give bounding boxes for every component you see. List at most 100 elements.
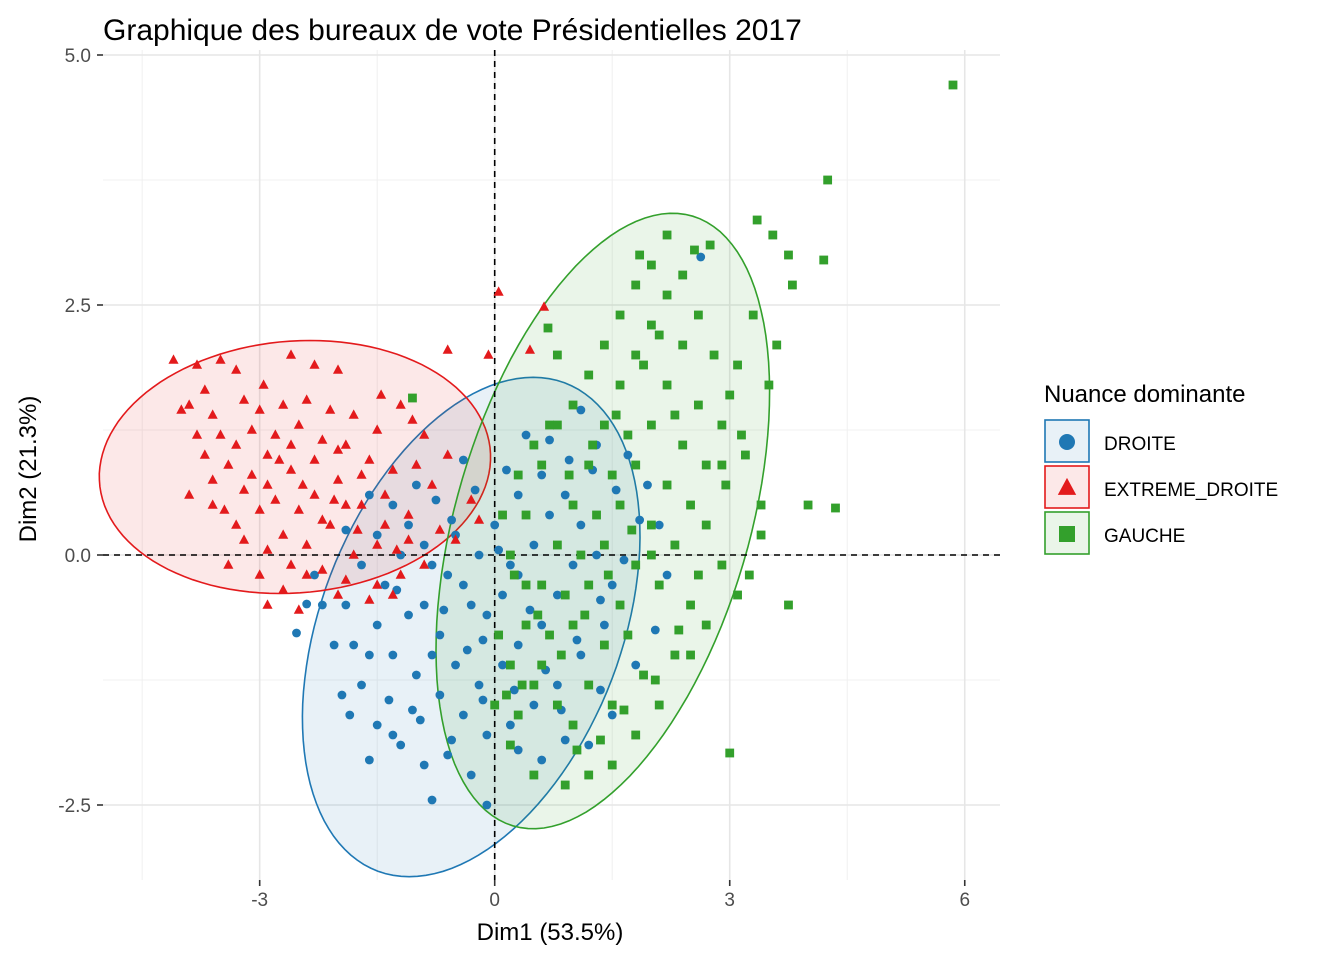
legend-item-gauche: GAUCHE bbox=[1044, 511, 1185, 555]
data-point bbox=[564, 455, 574, 465]
data-point bbox=[552, 420, 562, 430]
data-point bbox=[787, 280, 797, 290]
data-point bbox=[372, 620, 382, 630]
data-point bbox=[482, 610, 492, 620]
data-point bbox=[696, 252, 706, 262]
data-point bbox=[348, 549, 359, 559]
data-point bbox=[254, 569, 265, 579]
data-point bbox=[768, 230, 778, 240]
data-point bbox=[434, 524, 445, 534]
data-point bbox=[435, 630, 445, 640]
data-point bbox=[568, 620, 578, 630]
data-point bbox=[478, 695, 488, 705]
data-point bbox=[364, 454, 375, 464]
data-point bbox=[580, 610, 590, 620]
data-point bbox=[584, 770, 594, 780]
data-point bbox=[223, 459, 234, 469]
data-point bbox=[364, 490, 374, 500]
data-point bbox=[403, 534, 414, 544]
data-point bbox=[474, 550, 484, 560]
legend-item-droite: DROITE bbox=[1044, 419, 1176, 463]
data-point bbox=[646, 320, 656, 330]
data-point bbox=[572, 745, 582, 755]
data-point bbox=[388, 500, 398, 510]
data-point bbox=[529, 440, 539, 450]
data-point bbox=[599, 420, 609, 430]
x-axis-title: Dim1 (53.5%) bbox=[477, 919, 624, 946]
series-gauche bbox=[408, 80, 958, 790]
data-point bbox=[254, 404, 265, 414]
data-point bbox=[650, 625, 660, 635]
y-tick-label: 2.5 bbox=[65, 296, 91, 317]
data-point bbox=[576, 650, 586, 660]
data-point bbox=[678, 340, 688, 350]
data-point bbox=[387, 464, 398, 474]
data-point bbox=[478, 635, 488, 645]
data-point bbox=[505, 740, 515, 750]
data-point bbox=[631, 730, 641, 740]
data-point bbox=[426, 479, 438, 489]
data-point bbox=[357, 560, 366, 570]
data-point bbox=[646, 420, 656, 430]
data-point bbox=[396, 740, 406, 750]
data-point bbox=[450, 534, 461, 544]
data-point bbox=[599, 640, 609, 650]
data-point bbox=[650, 675, 660, 685]
data-point bbox=[309, 359, 320, 369]
data-point bbox=[670, 540, 680, 550]
data-point bbox=[748, 310, 758, 320]
data-point bbox=[607, 710, 617, 720]
data-point bbox=[502, 465, 511, 475]
legend-label: EXTREME_DROITE bbox=[1104, 480, 1278, 501]
data-point bbox=[521, 580, 531, 590]
x-tick-label: 6 bbox=[959, 890, 970, 911]
data-point bbox=[482, 800, 492, 810]
data-point bbox=[372, 539, 383, 549]
data-point bbox=[615, 600, 625, 610]
data-point bbox=[498, 590, 507, 600]
data-point bbox=[357, 680, 366, 690]
data-point bbox=[631, 660, 641, 670]
data-point bbox=[592, 550, 601, 560]
data-point bbox=[301, 569, 312, 579]
data-point bbox=[701, 460, 711, 470]
data-point bbox=[301, 539, 312, 549]
data-point bbox=[701, 620, 711, 630]
data-point bbox=[670, 650, 680, 660]
data-point bbox=[537, 755, 547, 765]
data-point bbox=[560, 590, 570, 600]
data-point bbox=[615, 310, 625, 320]
data-point bbox=[274, 454, 285, 464]
data-point bbox=[341, 525, 351, 535]
data-point bbox=[537, 460, 547, 470]
data-point bbox=[639, 360, 648, 370]
data-point bbox=[317, 434, 328, 444]
data-point bbox=[238, 394, 250, 404]
data-point bbox=[458, 580, 468, 590]
data-point bbox=[623, 430, 633, 440]
data-point bbox=[447, 515, 457, 525]
data-point bbox=[246, 469, 257, 479]
data-point bbox=[384, 695, 394, 705]
data-point bbox=[513, 710, 523, 720]
data-point bbox=[293, 604, 304, 614]
data-point bbox=[717, 420, 727, 430]
data-point bbox=[411, 459, 422, 469]
data-point bbox=[725, 748, 735, 758]
data-point bbox=[443, 750, 453, 760]
data-point bbox=[442, 449, 453, 459]
data-point bbox=[584, 460, 594, 470]
data-point bbox=[576, 520, 586, 530]
data-point bbox=[568, 400, 578, 410]
data-point bbox=[439, 605, 449, 615]
ellipse-extreme-droite bbox=[98, 339, 492, 595]
data-point bbox=[341, 600, 351, 610]
data-point bbox=[262, 599, 273, 609]
data-point bbox=[435, 690, 445, 700]
data-point bbox=[191, 429, 203, 439]
data-point bbox=[662, 570, 672, 580]
data-point bbox=[379, 519, 391, 529]
data-point bbox=[721, 480, 731, 490]
data-point bbox=[325, 519, 336, 529]
data-point bbox=[505, 560, 515, 570]
